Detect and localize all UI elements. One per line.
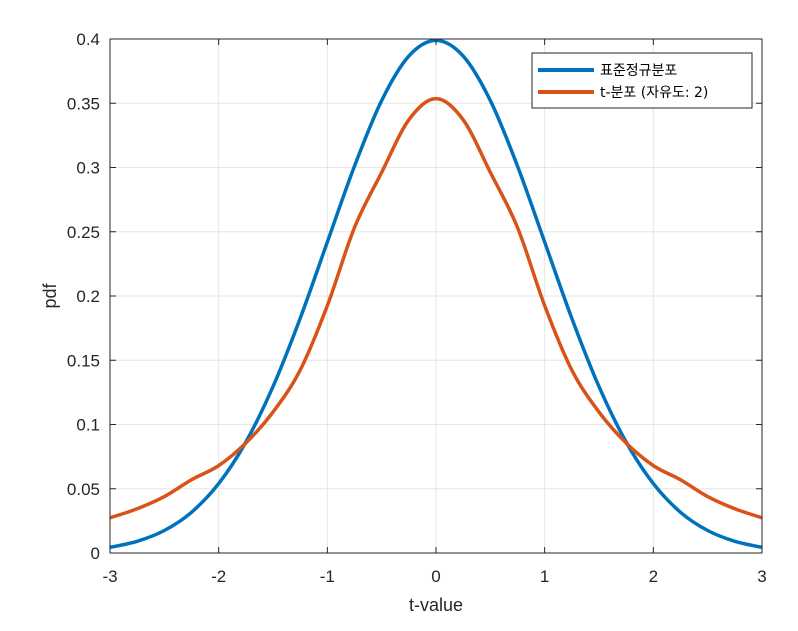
x-tick-label: 1 <box>540 567 549 586</box>
legend-box <box>531 52 753 109</box>
x-axis-label: t-value <box>409 595 463 615</box>
y-tick-label: 0.35 <box>67 94 100 113</box>
y-tick-label: 0.05 <box>67 480 100 499</box>
y-axis-ticks: 0 0.05 0.1 0.15 0.2 0.25 0.3 0.35 0.4 <box>67 30 762 563</box>
y-axis-label: pdf <box>40 282 60 308</box>
x-tick-label: -2 <box>211 567 226 586</box>
x-axis-ticks: -3 -2 -1 0 1 2 3 <box>102 39 767 586</box>
legend-label-t-distribution: t-분포 (자유도: 2) <box>600 85 708 101</box>
legend: 표준정규분포 t-분포 (자유도: 2) <box>531 52 753 109</box>
legend-label-standard-normal: 표준정규분포 <box>600 63 677 79</box>
y-tick-label: 0.2 <box>76 287 100 306</box>
x-tick-label: 0 <box>431 567 440 586</box>
series-line-t-distribution <box>109 96 763 520</box>
y-tick-label: 0.1 <box>76 416 100 435</box>
y-tick-label: 0.25 <box>67 223 100 242</box>
y-tick-label: 0.3 <box>76 159 100 178</box>
x-tick-label: 2 <box>649 567 658 586</box>
y-tick-label: 0.15 <box>67 351 100 370</box>
y-tick-label: 0.4 <box>76 30 100 49</box>
y-tick-label: 0 <box>91 544 100 563</box>
x-tick-label: -3 <box>102 567 117 586</box>
x-tick-label: 3 <box>757 567 766 586</box>
x-tick-label: -1 <box>320 567 335 586</box>
